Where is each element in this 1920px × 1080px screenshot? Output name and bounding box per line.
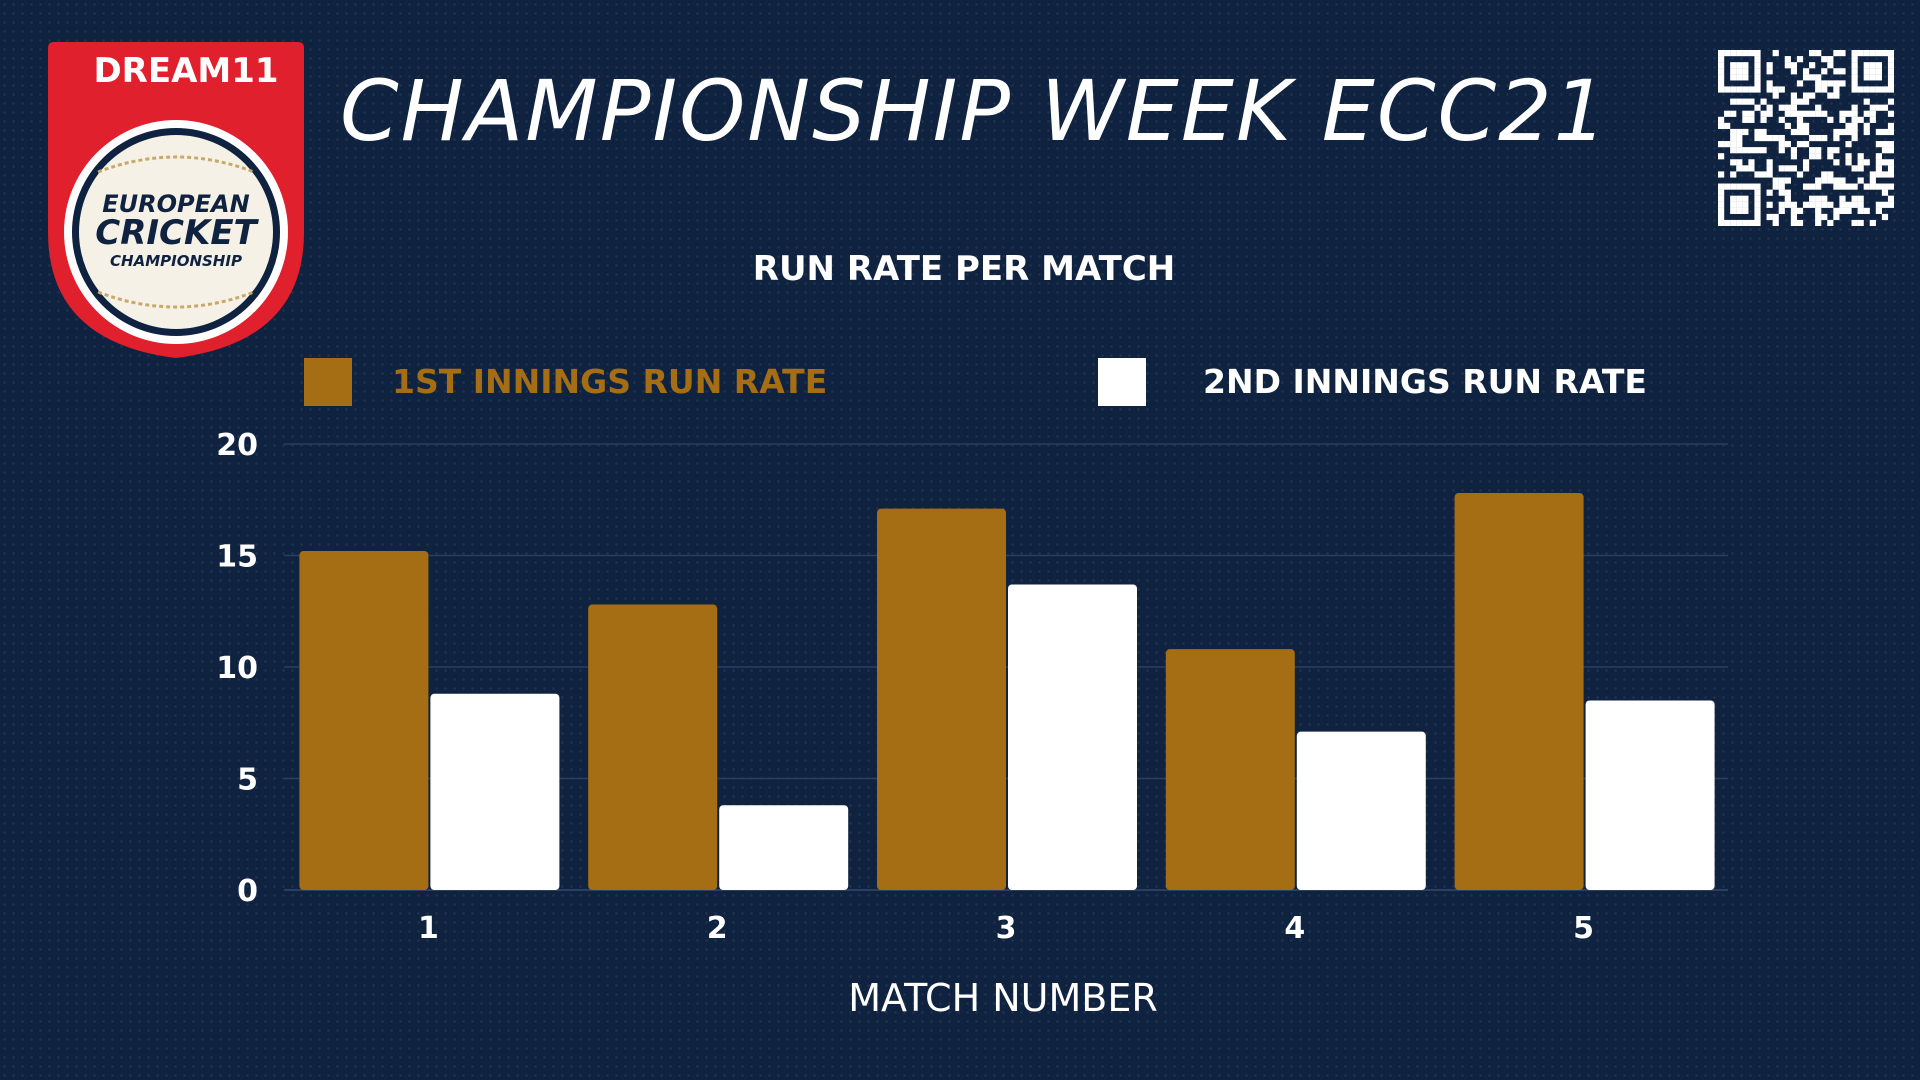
bar-2nd-innings-match-5 bbox=[1585, 700, 1715, 890]
bar-2nd-innings-match-3 bbox=[1008, 584, 1137, 890]
legend-label-1st-innings: 1ST INNINGS RUN RATE bbox=[392, 362, 827, 401]
qr-code-icon[interactable] bbox=[1718, 50, 1894, 226]
ball-seam bbox=[97, 155, 255, 174]
cricket-ball-icon bbox=[79, 135, 273, 329]
x-axis-label: MATCH NUMBER bbox=[848, 976, 1158, 1020]
x-tick-label: 1 bbox=[418, 911, 439, 946]
dream11-logo-text: DREAM11 bbox=[93, 51, 278, 91]
ball-seam-lower bbox=[97, 290, 255, 309]
y-tick-label: 0 bbox=[237, 874, 258, 909]
bar-1st-innings-match-5 bbox=[1454, 493, 1584, 890]
legend-label-2nd-innings: 2ND INNINGS RUN RATE bbox=[1203, 362, 1647, 401]
bar-1st-innings-match-3 bbox=[877, 508, 1006, 890]
logo-line-championship: CHAMPIONSHIP bbox=[110, 252, 242, 270]
y-tick-label: 5 bbox=[237, 763, 258, 798]
chart-title: RUN RATE PER MATCH bbox=[753, 249, 1175, 289]
bar-1st-innings-match-2 bbox=[588, 604, 718, 890]
bar-2nd-innings-match-1 bbox=[430, 693, 560, 890]
legend-swatch-2nd-innings bbox=[1098, 358, 1146, 406]
x-tick-label: 3 bbox=[996, 911, 1017, 946]
ecc-logo: DREAM11 EUROPEAN CRICKET CHAMPIONSHIP bbox=[48, 42, 304, 358]
logo-line-cricket: CRICKET bbox=[95, 213, 259, 253]
y-tick-label: 10 bbox=[216, 651, 258, 686]
x-tick-label: 2 bbox=[707, 911, 728, 946]
logo-line-european: EUROPEAN bbox=[102, 190, 249, 218]
bar-2nd-innings-match-4 bbox=[1296, 731, 1426, 890]
bar-2nd-innings-match-2 bbox=[719, 805, 849, 890]
y-tick-label: 20 bbox=[216, 428, 258, 463]
legend-swatch-1st-innings bbox=[304, 358, 352, 406]
x-tick-label: 5 bbox=[1573, 911, 1594, 946]
y-tick-label: 15 bbox=[216, 540, 258, 575]
bar-1st-innings-match-1 bbox=[299, 551, 429, 890]
page-title: CHAMPIONSHIP WEEK ECC21 bbox=[340, 62, 1610, 160]
bar-1st-innings-match-4 bbox=[1165, 649, 1295, 890]
x-tick-label: 4 bbox=[1284, 911, 1305, 946]
